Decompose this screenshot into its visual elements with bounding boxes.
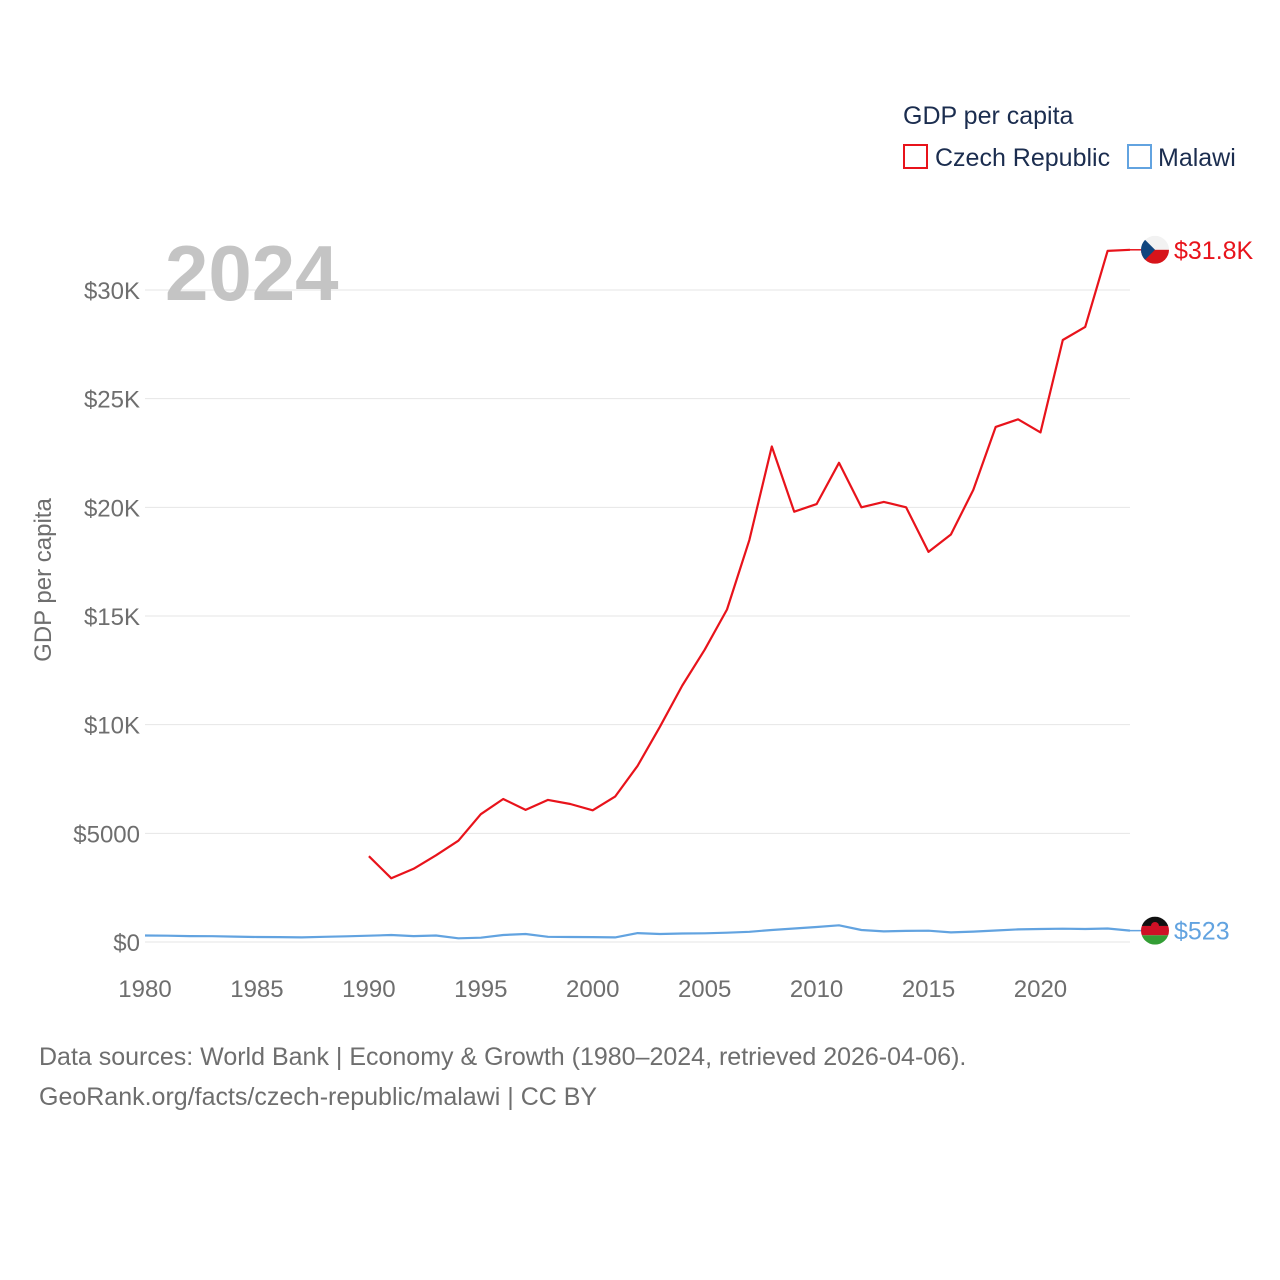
series-lines (144, 248, 1131, 940)
y-tick-label: $30K (84, 278, 140, 305)
legend-label-czech-republic[interactable]: Czech Republic (935, 144, 1110, 172)
gridlines (145, 289, 1130, 943)
x-tick-label: 1995 (454, 976, 507, 1003)
czech-republic-flag-icon (1141, 235, 1169, 264)
y-tick-label: $10K (84, 713, 140, 740)
y-axis-label: GDP per capita (30, 498, 57, 662)
x-axis-ticks: 1980 1985 1990 1995 2000 2005 2010 2015 2020 (118, 976, 1067, 1003)
x-tick-label: 1990 (342, 976, 395, 1003)
x-tick-label: 2000 (566, 976, 619, 1003)
series-line-malawi[interactable] (144, 924, 1131, 940)
y-tick-label: $20K (84, 495, 140, 522)
legend: GDP per capita Czech Republic Malawi (903, 102, 1236, 172)
x-tick-label: 1985 (230, 976, 283, 1003)
legend-swatch-malawi[interactable] (1127, 144, 1152, 169)
y-tick-label: $15K (84, 604, 140, 631)
y-tick-label: $5000 (73, 821, 140, 848)
y-axis-ticks: $0 $5000 $10K $15K $20K $25K $30K (73, 278, 140, 957)
series-line-czech-republic[interactable] (368, 248, 1131, 880)
x-tick-label: 1980 (118, 976, 171, 1003)
end-value-label-czech-republic: $31.8K (1174, 237, 1254, 265)
y-tick-label: $0 (113, 930, 140, 957)
x-tick-label: 2015 (902, 976, 955, 1003)
y-tick-label: $25K (84, 387, 140, 414)
credit-note: GeoRank.org/facts/czech-republic/malawi … (39, 1083, 598, 1111)
x-tick-label: 2010 (790, 976, 843, 1003)
x-tick-label: 2005 (678, 976, 731, 1003)
x-tick-label: 2020 (1014, 976, 1067, 1003)
source-note: Data sources: World Bank | Economy & Gro… (39, 1043, 967, 1071)
malawi-flag-icon (1141, 916, 1169, 945)
legend-title: GDP per capita (903, 102, 1074, 130)
end-value-label-malawi: $523 (1174, 918, 1230, 946)
legend-label-malawi[interactable]: Malawi (1158, 144, 1236, 172)
legend-swatch-czech-republic[interactable] (903, 144, 928, 169)
year-watermark: 2024 (165, 229, 339, 317)
series-end-markers: $31.8K $523 (1130, 235, 1254, 946)
